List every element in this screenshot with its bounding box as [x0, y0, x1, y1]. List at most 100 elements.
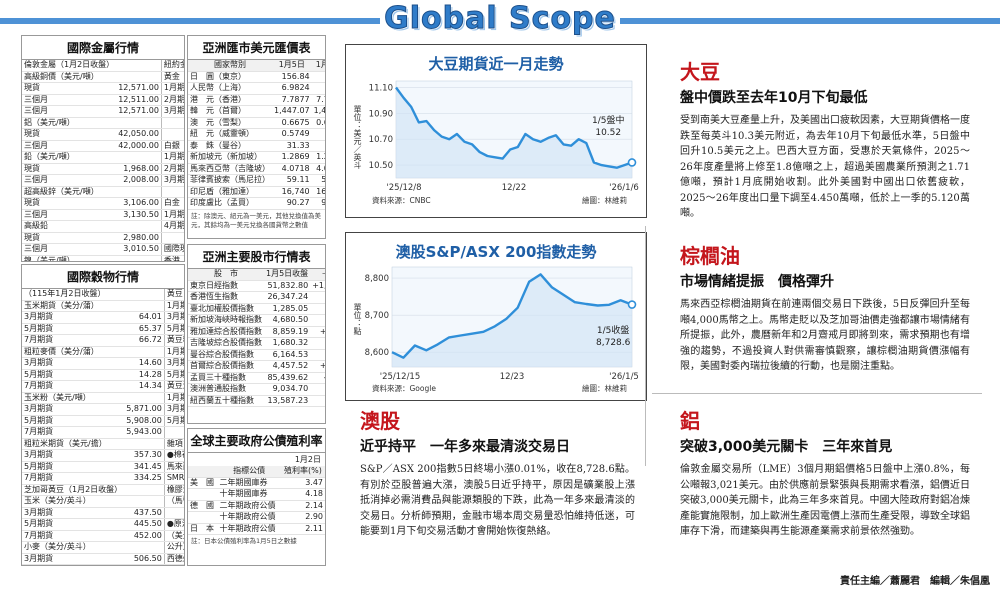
grains-cell: 3月期貨: [22, 449, 125, 462]
asia-stocks-cell: 紐西蘭五十種指數: [188, 395, 264, 407]
grains-cell: 437.50: [124, 507, 165, 519]
fx-header-cell: 1月5日: [272, 60, 312, 72]
asia-stocks-cell: 9,034.70: [264, 383, 311, 396]
header-rule-left: [0, 18, 380, 24]
grains-cell: 粗粒米期貨（美元/擔）: [22, 438, 125, 450]
fx-header-cell: 1月2日: [311, 60, 325, 72]
bonds-row: 德 國二年期政府公債 2.14: [188, 500, 325, 512]
soy-ytick-label: 10.70: [369, 135, 393, 145]
metals-row: 現貨1,968.002月期貨70.785: [22, 163, 184, 175]
metals-cell: 4月期貨: [160, 220, 184, 233]
fx-cell: 韓 元（首爾）: [188, 105, 272, 118]
fx-cell: 16,730: [311, 186, 325, 198]
grains-cell: 1月期貨: [163, 392, 184, 404]
grains-cell: 3月期貨: [22, 553, 125, 565]
bonds-title: 全球主要政府公債殖利率: [188, 429, 325, 453]
fx-cell: 1.2869: [272, 151, 312, 164]
fx-cell: 0.6691: [311, 117, 325, 129]
asia-stocks-cell: 13,587.23: [264, 395, 311, 407]
metals-cell: 現貨: [22, 128, 117, 141]
metals-cell: 三個月: [22, 105, 117, 118]
grains-cell: 445.50: [124, 518, 165, 531]
fx-cell: 16,740: [272, 186, 312, 198]
grains-cell: 西德州: [163, 553, 184, 565]
metals-cell: 現貨: [22, 232, 117, 244]
section-divider: [652, 393, 982, 394]
bonds-cell: 二年期政府公債: [217, 500, 281, 512]
soy-chart-ylabel: 單位：美元／英斗: [353, 105, 362, 169]
grains-cell: [124, 495, 165, 508]
asia-stocks-title: 亞洲主要股市行情表: [188, 245, 325, 269]
fx-note: 註：除澳元、紐元為一美元，其他兌換值為美元，其餘均為一美元兌換各國貨幣之數值: [191, 211, 321, 229]
fx-cell: 156.84: [272, 71, 312, 83]
asia-stocks-cell: 26,347.24: [264, 291, 311, 304]
metals-cell: 1月期貨: [160, 151, 184, 164]
fx-cell: 印尼盾（雅加達）: [188, 186, 272, 198]
fx-cell: 0.6675: [272, 117, 312, 129]
fx-cell: 90.19: [311, 197, 325, 210]
bonds-row: 日 本十年期政府公債 2.11: [188, 523, 325, 535]
grains-cell: 5月期貨: [22, 369, 125, 381]
metals-cell: 3月期貨: [160, 105, 184, 118]
fx-cell: 0.5749: [272, 128, 312, 141]
grains-cell: 3月期貨: [163, 311, 184, 324]
metals-cell: [160, 128, 184, 141]
grains-cell: 玉米期貨（美分/蒲）: [22, 300, 125, 312]
bonds-cell: 4.18: [280, 488, 325, 501]
grains-cell: 1月期貨: [163, 300, 184, 312]
metals-cell: 三個月: [22, 209, 117, 221]
grains-cell: [124, 346, 165, 358]
grains-cell: 5月期貨: [22, 518, 125, 531]
asia-stocks-cell: 雅加達綜合股價指數: [188, 326, 264, 338]
grains-cell: [124, 484, 165, 496]
asia-stocks-cell: +8.77: [310, 291, 325, 304]
asx-last-point: [627, 300, 637, 309]
fx-cell: 7.7804: [311, 94, 325, 106]
fx-cell: 菲律賓披索（馬尼拉）: [188, 174, 272, 187]
grains-cell: 布蘭特: [163, 564, 184, 565]
grains-row: 小麥（美分/英斗） 公升）: [22, 541, 184, 554]
asx-annotation-date: 1/5收盤: [596, 326, 630, 336]
grains-cell: [124, 392, 165, 404]
metals-table-box: 國際金屬行情 倫敦金屬（1月2日收盤）紐約金屬（1月2日收盤）高級銅價（美元/噸…: [21, 35, 185, 262]
asia-stocks-cell: +38.61: [310, 395, 325, 407]
metals-cell: 白銀（美元/盎司）: [160, 140, 184, 152]
grains-row: 玉米期貨（美分/蒲）1月期貨1,029.50: [22, 300, 184, 312]
metals-cell: 香港（1月5日）: [160, 255, 184, 261]
asx-chart: 澳股S&P/ASX 200指數走勢 單位：點 8,600 8,700 8,800 '2…: [345, 232, 647, 401]
metals-cell: [116, 255, 162, 261]
fx-cell: 休市: [311, 128, 325, 141]
grains-cell: 518.25: [124, 564, 165, 565]
asia-stocks-cell: 香港恆生指數: [188, 291, 264, 304]
metals-cell: 12,571.00: [116, 105, 162, 118]
grains-cell: 14.60: [124, 357, 165, 370]
grains-row: 3月期貨 437.50: [22, 507, 184, 519]
metals-row: 高級鉛4月期貨2,216.00: [22, 220, 184, 233]
metals-cell: 鎳（美元/噸）: [22, 255, 117, 261]
metals-cell: 3,010.50: [116, 243, 162, 256]
asx-xtick-label: 12/23: [500, 372, 525, 382]
bonds-cell: 十年期政府公債: [217, 511, 281, 524]
grains-row: 7月期貨 5,943.00: [22, 426, 184, 439]
fx-cell: 日 圓（東京）: [188, 71, 272, 83]
grains-cell: 3月期貨: [22, 357, 125, 370]
fx-cell: 休市: [311, 71, 325, 83]
metals-cell: 高級銅價（美元/噸）: [22, 71, 117, 83]
metals-cell: 2月期貨: [160, 163, 184, 175]
bonds-row: 十年期政府公債 2.90: [188, 511, 325, 524]
metals-cell: [116, 186, 162, 198]
asx-annotation-value: 8,728.6: [596, 338, 631, 348]
fx-cell: 1.2857: [311, 151, 325, 164]
metals-cell: 鋁（美元/噸）: [22, 117, 117, 129]
grains-cell: 3月期貨: [22, 507, 125, 519]
bonds-cell: 日 本: [188, 523, 218, 535]
